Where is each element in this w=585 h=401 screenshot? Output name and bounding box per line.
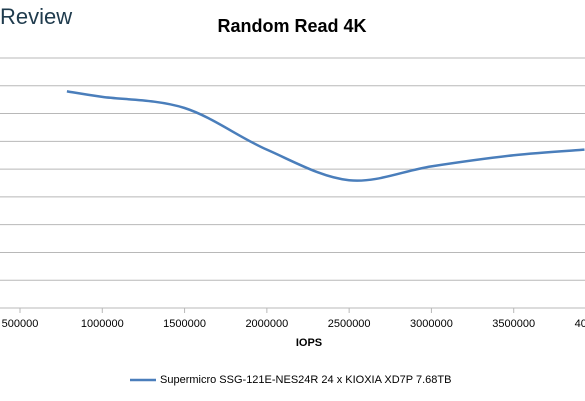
line-series xyxy=(66,90,585,182)
x-tick-label: 500000 xyxy=(2,318,39,330)
x-tick-label: 4000000 xyxy=(575,318,585,330)
x-tick-label: 2500000 xyxy=(328,318,371,330)
x-tick-label: 1500000 xyxy=(163,318,206,330)
x-tick-label: 3000000 xyxy=(410,318,453,330)
chart-title: Random Read 4K xyxy=(217,16,366,36)
x-tick-label: 1000000 xyxy=(81,318,124,330)
x-axis-label: IOPS xyxy=(296,337,322,349)
brand-logo: Review xyxy=(0,4,72,29)
x-tick-label: 3500000 xyxy=(492,318,535,330)
legend-label: Supermicro SSG-121E-NES24R 24 x KIOXIA X… xyxy=(160,374,451,386)
x-tick-label: 2000000 xyxy=(245,318,288,330)
